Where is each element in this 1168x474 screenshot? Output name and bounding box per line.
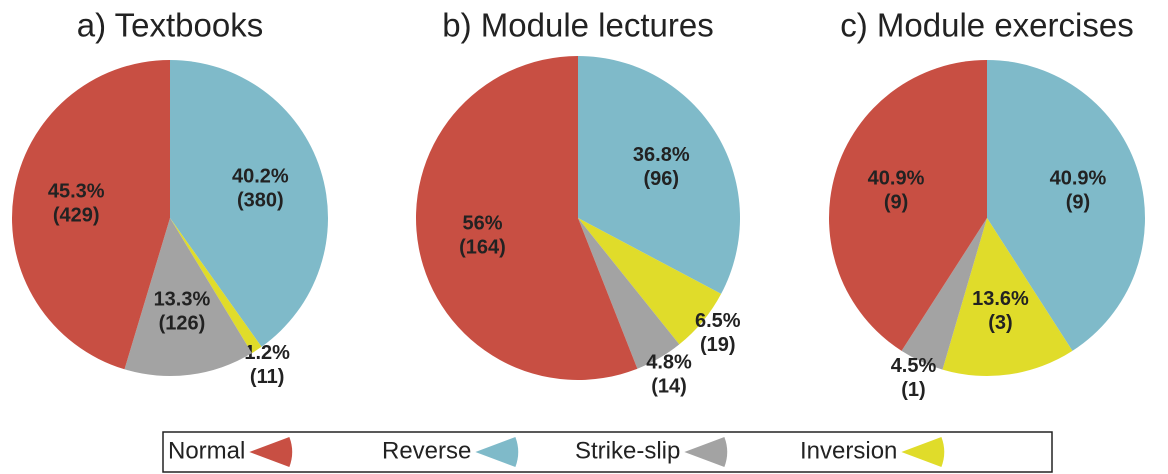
percent-label: 40.2% (232, 165, 289, 187)
legend-swatch (249, 437, 293, 467)
legend-swatch (475, 437, 519, 467)
pie-slice (170, 60, 328, 347)
legend-label: Strike-slip (575, 437, 680, 464)
legend-label: Reverse (382, 437, 471, 464)
percent-label: 4.5% (891, 355, 937, 377)
count-label: (14) (651, 375, 687, 397)
pie-slice (987, 60, 1146, 351)
pie-slice (829, 60, 987, 351)
percent-label: 36.8% (633, 144, 690, 166)
pie-slice (170, 218, 262, 354)
percent-label: 45.3% (48, 180, 105, 202)
legend-box (162, 431, 1053, 473)
pie-slice (942, 218, 1073, 376)
percent-label: 4.8% (646, 351, 692, 373)
count-label: (1) (901, 379, 925, 401)
chart-title: b) Module lectures (442, 7, 713, 44)
count-label: (96) (644, 168, 680, 190)
count-label: (9) (1066, 192, 1090, 214)
pie-slice (416, 56, 638, 380)
percent-label: 13.6% (972, 288, 1029, 310)
percent-label: 13.3% (154, 288, 211, 310)
percent-label: 56% (462, 212, 502, 234)
count-label: (3) (988, 312, 1012, 334)
count-label: (19) (700, 334, 736, 356)
pie-slice (578, 218, 722, 345)
pie-slice (578, 218, 680, 369)
count-label: (126) (159, 312, 206, 334)
pie-slice (901, 218, 987, 370)
chart-title: c) Module exercises (840, 7, 1133, 44)
count-label: (429) (53, 204, 100, 226)
count-label: (11) (250, 366, 284, 388)
legend-label: Inversion (800, 437, 897, 464)
pie-slice (12, 60, 171, 370)
pie-slice (578, 56, 740, 294)
legend-label: Normal (168, 437, 245, 464)
count-label: (164) (459, 236, 506, 258)
chart-title: a) Textbooks (77, 7, 264, 44)
legend-swatch (684, 437, 728, 467)
percent-label: 40.9% (1050, 168, 1107, 190)
percent-label: 6.5% (695, 310, 741, 332)
count-label: (380) (237, 189, 284, 211)
percent-label: 40.9% (868, 168, 925, 190)
pie-slice (124, 218, 252, 376)
count-label: (9) (884, 192, 908, 214)
legend-swatch (901, 437, 945, 467)
percent-label: 1.2% (244, 342, 290, 364)
